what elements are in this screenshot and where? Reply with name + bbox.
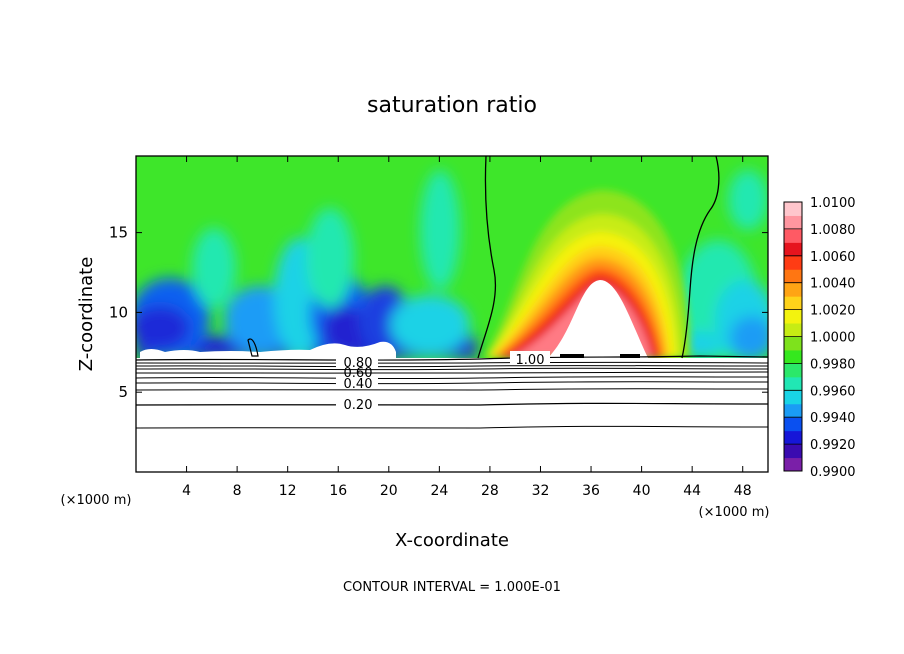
- contour-label-0-80: 0.80: [344, 356, 373, 371]
- colorbar-label: 0.9960: [810, 384, 856, 399]
- x-axis: 4 8 12 16 20 24 28 32 36 40 44 48: [182, 156, 752, 499]
- colorbar-label: 1.0020: [810, 304, 856, 319]
- colorbar-label: 0.9940: [810, 411, 856, 426]
- colorbar-swatch: [784, 269, 802, 284]
- colorbar-label: 1.0080: [810, 223, 856, 238]
- colorbar-swatch: [784, 430, 802, 445]
- contour-lines: [136, 156, 768, 429]
- plot-area: 1.00 0.80 0.60 0.40 0.20: [136, 156, 768, 472]
- contour-label-group: 1.00 0.80 0.60 0.40 0.20: [336, 351, 550, 413]
- plume-core: [548, 280, 648, 358]
- colorbar-swatch: [784, 390, 802, 405]
- y-tick-label: 15: [109, 224, 128, 242]
- x-tick-label: 20: [380, 483, 398, 499]
- heatmap-field: [136, 156, 768, 360]
- y-tick-label: 10: [109, 303, 128, 321]
- colorbar-swatch: [784, 242, 802, 257]
- colorbar-labels: 1.0100 1.0080 1.0060 1.0040 1.0020 1.0000 0.99…: [784, 196, 856, 480]
- colorbar-swatch: [784, 309, 802, 324]
- colorbar-swatch: [784, 417, 802, 432]
- colorbar-swatch: [784, 457, 802, 472]
- colorbar-swatch: [784, 403, 802, 418]
- x-tick-label: 12: [279, 483, 297, 499]
- colorbar-swatch: [784, 282, 802, 297]
- colorbar-label: 1.0100: [810, 196, 856, 211]
- x-unit-left: (×1000 m): [61, 493, 132, 508]
- colorbar-swatch: [784, 255, 802, 270]
- colorbar-swatch: [784, 215, 802, 230]
- colorbar-swatch: [784, 296, 802, 311]
- x-tick-label: 48: [734, 483, 752, 499]
- colorbar-label: 0.9900: [810, 465, 856, 480]
- colorbar-swatch: [784, 376, 802, 391]
- colorbar-swatch: [784, 349, 802, 364]
- colorbar-swatch: [784, 228, 802, 243]
- colorbar-label: 1.0000: [810, 331, 856, 346]
- contour-label-1-00: 1.00: [516, 353, 545, 368]
- colorbar-label: 1.0060: [810, 250, 856, 265]
- colorbar-label: 0.9920: [810, 438, 856, 453]
- x-tick-label: 32: [532, 483, 550, 499]
- x-axis-label: X-coordinate: [395, 530, 509, 551]
- contour-label-0-20: 0.20: [344, 398, 373, 413]
- y-tick-label: 5: [118, 383, 128, 401]
- footnote: CONTOUR INTERVAL = 1.000E-01: [343, 580, 561, 595]
- x-tick-label: 36: [582, 483, 600, 499]
- colorbar-swatch: [784, 363, 802, 378]
- colorbar-swatch: [784, 202, 802, 216]
- colorbar-swatch: [784, 444, 802, 459]
- colorbar-swatch: [784, 336, 802, 351]
- x-tick-label: 28: [481, 483, 499, 499]
- colorbar-label: 0.9980: [810, 357, 856, 372]
- x-tick-label: 8: [233, 483, 242, 499]
- contour-label-0-60: 0.60: [344, 366, 373, 381]
- x-tick-label: 44: [683, 483, 701, 499]
- y-axis-label: Z-coordinate: [76, 257, 97, 372]
- x-unit-right: (×1000 m): [699, 505, 770, 520]
- x-tick-label: 24: [430, 483, 448, 499]
- x-tick-label: 4: [182, 483, 191, 499]
- x-tick-label: 16: [329, 483, 347, 499]
- contour-label-0-40: 0.40: [344, 377, 373, 392]
- y-axis: 5 10 15: [109, 224, 768, 401]
- plot-frame: [135, 155, 769, 473]
- x-tick-label: 40: [633, 483, 651, 499]
- colorbar-label: 1.0040: [810, 277, 856, 292]
- colorbar-swatch: [784, 323, 802, 337]
- chart-title: saturation ratio: [367, 93, 537, 118]
